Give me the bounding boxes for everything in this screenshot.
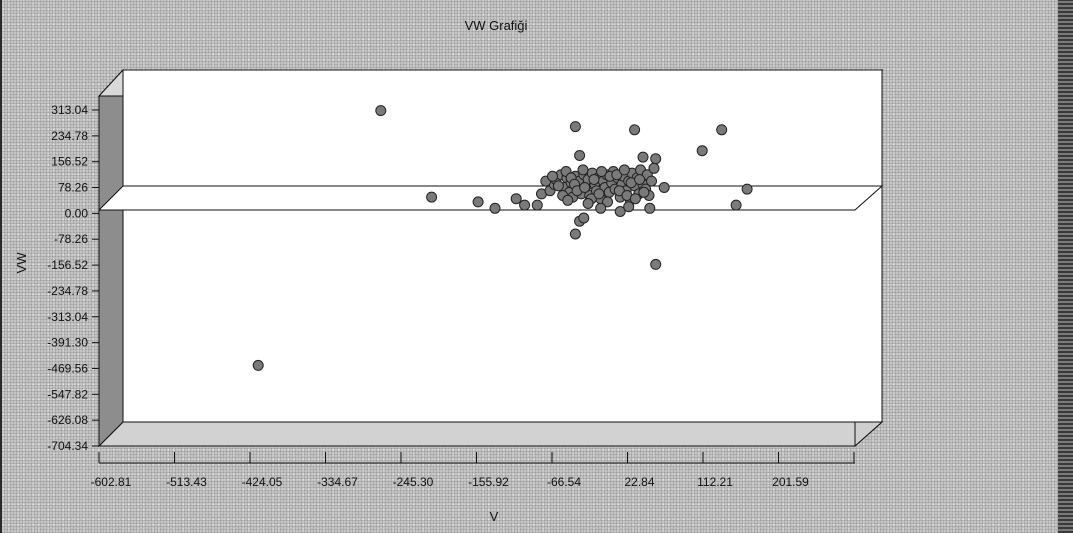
y-tick-label: -704.34 [47,439,88,453]
x-tick-label: 201.59 [772,475,809,489]
x-tick-label: -245.30 [393,475,434,489]
y-axis-label: VW [14,252,29,274]
data-point [588,174,600,185]
y-tick-label: -234.78 [47,284,88,298]
data-point [582,198,594,209]
chart-title: VW Grafiği [465,18,528,33]
x-tick-label: -66.54 [547,475,581,489]
data-point [472,196,484,208]
data-point [618,164,630,176]
data-point [547,170,558,182]
data-point [623,201,635,213]
y-axis-ticks: 313.04 234.78 156.52 78.26 0.00 -78.26 -156.52… [47,103,99,453]
x-axis-ticks: -602.81 -513.43 -424.05 -334.67 -245.30 -155.… [91,452,855,489]
data-point [638,186,650,198]
data-point [531,199,543,211]
data-point [613,185,625,197]
data-point [510,193,522,205]
data-point [696,145,708,157]
data-points [252,105,753,371]
chart-floor [97,421,884,447]
data-point [658,182,670,193]
y-tick-label: 78.26 [58,181,88,195]
data-point [569,228,581,240]
y-tick-label: 0.00 [65,206,89,220]
data-point [562,194,574,206]
y-tick-label: -626.08 [47,413,88,427]
data-point [614,206,626,217]
y-tick-label: 234.78 [51,129,88,143]
x-tick-label: -602.81 [91,475,132,489]
x-tick-label: 22.84 [624,475,654,489]
data-point [646,175,657,187]
data-point [569,121,581,133]
data-point [629,124,641,136]
data-point [648,162,660,174]
y-tick-label: -469.56 [47,361,88,375]
data-point [595,202,607,214]
data-point [552,180,564,192]
x-tick-label: -155.92 [468,475,509,489]
chart-left-wall [98,68,124,448]
data-point [637,151,649,163]
y-tick-label: -391.30 [47,336,88,350]
y-tick-label: 156.52 [51,155,88,169]
data-point [579,182,591,193]
x-axis-label: V [490,509,499,524]
data-point [252,359,264,371]
x-tick-label: -334.67 [317,475,358,489]
data-point [730,199,742,211]
x-tick-label: 112.21 [697,475,733,489]
x-tick-label: -424.05 [242,475,283,489]
y-tick-label: -156.52 [47,258,88,272]
data-point [644,202,656,214]
data-point [574,150,586,161]
data-point [489,202,501,214]
chart-back-wall [122,69,883,423]
data-point [741,183,753,195]
data-point [426,191,438,203]
data-point [650,153,662,165]
data-point [602,196,613,208]
data-point [519,199,531,211]
x-tick-label: -513.43 [166,475,207,489]
y-tick-label: 313.04 [51,103,88,117]
data-point [650,258,662,270]
y-tick-label: -78.26 [54,232,88,246]
data-point [375,105,387,117]
window-scrollbar[interactable] [1058,0,1073,533]
data-point [629,193,641,205]
data-point [578,212,590,224]
data-point [596,166,608,177]
data-point [716,124,728,136]
data-point [593,188,605,200]
data-point [634,174,646,185]
data-point [577,164,589,176]
y-tick-label: -313.04 [47,310,88,324]
y-tick-label: -547.82 [47,387,88,401]
window-left-border [0,0,2,533]
